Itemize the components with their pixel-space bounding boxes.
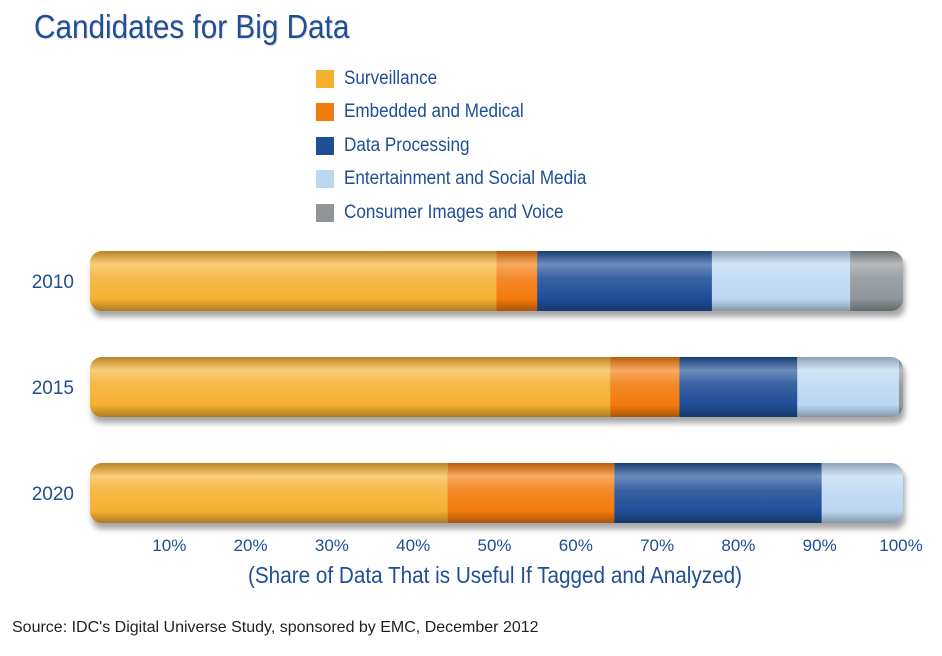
x-tick-label: 90% <box>803 536 837 555</box>
x-axis-title: (Share of Data That is Useful If Tagged … <box>247 562 743 588</box>
x-tick-label: 60% <box>559 536 593 555</box>
y-tick-label: 2015 <box>32 378 74 399</box>
legend-item-embedded-medical: Embedded and Medical <box>316 96 613 130</box>
legend-swatch <box>316 69 334 88</box>
y-tick-label: 2020 <box>32 484 74 505</box>
legend-label: Consumer Images and Voice <box>344 201 564 223</box>
bar-group-2020 <box>90 463 903 523</box>
x-tick-label: 30% <box>315 536 349 555</box>
legend-item-data-processing: Data Processing <box>316 129 613 163</box>
legend-swatch <box>316 103 334 122</box>
bar-segment-2010-surveillance <box>90 251 497 311</box>
x-tick-label: 20% <box>234 536 268 555</box>
bar-segment-2015-entertainment-and-social-media <box>797 357 899 417</box>
bar-segment-2015-surveillance <box>90 357 611 417</box>
bar-segment-2020-data-processing <box>614 463 822 523</box>
legend-label: Embedded and Medical <box>344 101 524 123</box>
bar-segment-2010-entertainment-and-social-media <box>711 251 851 311</box>
legend-swatch <box>316 170 334 189</box>
bar-segment-2015-embedded-and-medical <box>610 357 680 417</box>
bar-group-2015 <box>90 357 903 417</box>
legend-swatch <box>316 203 334 222</box>
bar-segment-2015-consumer-images-and-voice <box>898 357 903 417</box>
bar-segment-2010-data-processing <box>537 251 712 311</box>
legend-item-surveillance: Surveillance <box>316 62 613 96</box>
legend-label: Entertainment and Social Media <box>344 168 587 190</box>
chart-title: Candidates for Big Data <box>34 8 350 45</box>
source-note: Source: IDC's Digital Universe Study, sp… <box>12 619 539 636</box>
bar-segment-2010-consumer-images-and-voice <box>850 251 903 311</box>
legend-label: Surveillance <box>344 67 438 89</box>
x-tick-label: 70% <box>640 536 674 555</box>
legend-item-consumer-images: Consumer Images and Voice <box>316 196 613 230</box>
x-tick-label: 50% <box>477 536 511 555</box>
bar-segment-2010-embedded-and-medical <box>496 251 538 311</box>
legend-item-entertainment-social: Entertainment and Social Media <box>316 163 613 197</box>
legend-label: Data Processing <box>344 134 470 156</box>
y-tick-label: 2010 <box>32 272 74 293</box>
x-tick-label: 100% <box>879 536 922 555</box>
bar-segment-2015-data-processing <box>679 357 798 417</box>
bar-segment-2020-entertainment-and-social-media <box>821 463 903 523</box>
legend-swatch <box>316 136 334 155</box>
x-tick-label: 40% <box>396 536 430 555</box>
x-tick-label: 80% <box>721 536 755 555</box>
bar-group-2010 <box>90 251 903 311</box>
bar-segment-2020-surveillance <box>90 463 448 523</box>
x-tick-label: 10% <box>152 536 186 555</box>
legend: Surveillance Embedded and Medical Data P… <box>316 62 613 230</box>
bar-segment-2020-embedded-and-medical <box>447 463 615 523</box>
